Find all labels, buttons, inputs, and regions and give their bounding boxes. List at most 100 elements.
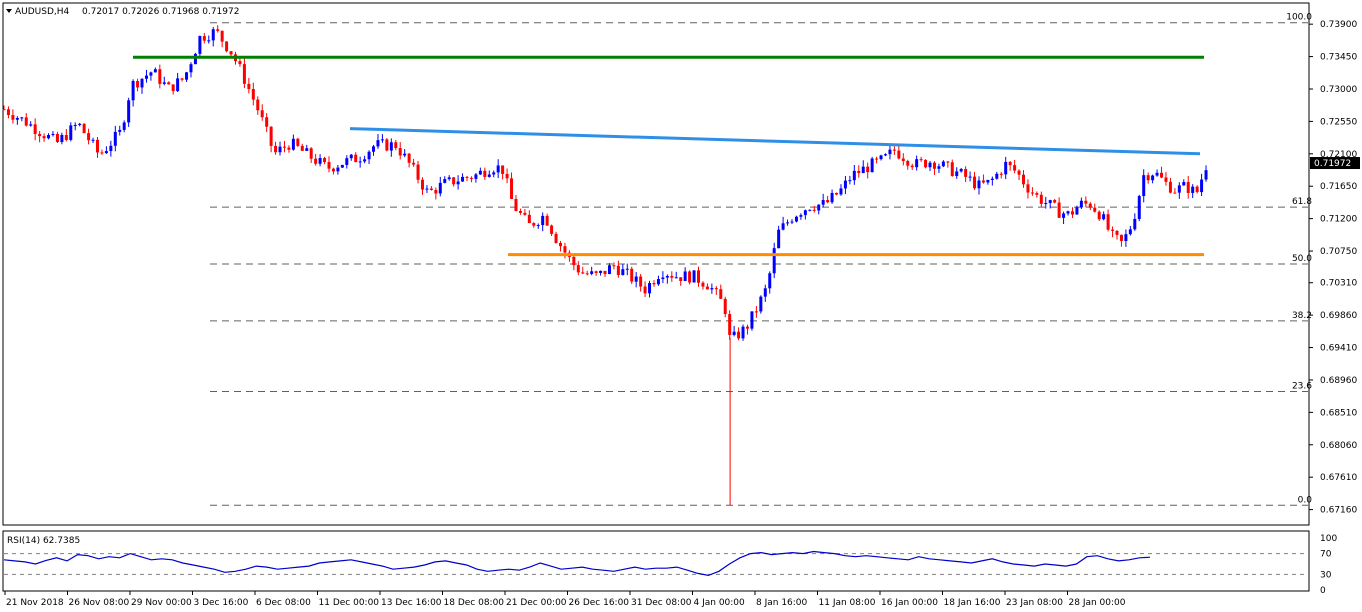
candle-body (674, 277, 678, 279)
candle-body (821, 200, 825, 205)
candle-body (630, 268, 634, 282)
candle-body (639, 276, 643, 287)
candle-body (1115, 230, 1119, 235)
rsi-tick-label: 30 (1320, 570, 1332, 580)
candle-body (892, 149, 896, 151)
candle-body (1191, 186, 1195, 193)
candle-body (643, 286, 647, 294)
candle-body (670, 275, 674, 278)
symbol-dropdown-icon[interactable] (6, 9, 12, 13)
candle-body (1155, 172, 1159, 176)
candle-body (1106, 214, 1110, 230)
candle-body (803, 210, 807, 216)
candle-body (162, 82, 166, 84)
rsi-label: RSI(14) 62.7385 (7, 536, 80, 546)
candle-body (1186, 182, 1190, 193)
y-tick-label: 0.68060 (1320, 441, 1357, 451)
candle-body (220, 30, 224, 42)
candle-body (82, 123, 86, 134)
candle-body (60, 134, 64, 143)
candle-body (754, 311, 758, 313)
candle-body (1044, 203, 1048, 205)
candle-body (1057, 202, 1061, 218)
candle-body (852, 170, 856, 181)
candle-body (901, 158, 905, 162)
x-tick-label: 28 Jan 00:00 (1069, 598, 1126, 608)
rsi-panel-frame (2, 530, 1310, 592)
candle-body (719, 289, 723, 299)
candle-body (781, 223, 785, 230)
candle-body (198, 36, 202, 54)
candlesticks (2, 25, 1208, 506)
candle-body (380, 139, 384, 141)
candle-body (420, 179, 424, 190)
candle-body (986, 179, 990, 183)
candle-body (118, 129, 122, 132)
candle-body (1111, 229, 1115, 231)
fibonacci-levels: 100.0 61.8 50.0 38.2 23.6 0.0 (210, 13, 1312, 506)
candle-body (51, 133, 55, 136)
candle-body (906, 161, 910, 166)
candle-body (1146, 175, 1150, 181)
fib-level-label: 0.0 (1298, 495, 1313, 505)
candle-body (296, 138, 300, 146)
candle-body (857, 170, 861, 174)
candle-body (314, 158, 318, 164)
candle-body (69, 125, 73, 140)
candle-body (265, 117, 269, 127)
candle-body (1168, 181, 1172, 193)
candle-body (372, 146, 376, 152)
candle-body (256, 99, 260, 111)
trend-line-blue-falling-resistance (349, 127, 1201, 156)
candle-body (20, 117, 24, 119)
candle-body (950, 162, 954, 177)
candle-body (171, 84, 175, 92)
candle-body (990, 178, 994, 180)
candle-body (634, 276, 638, 282)
x-tick-label: 11 Dec 00:00 (319, 598, 380, 608)
fib-level-label: 38.2 (1292, 311, 1312, 321)
candle-body (78, 123, 82, 125)
candle-body (875, 158, 879, 160)
y-tick-label: 0.68510 (1320, 408, 1357, 418)
x-tick-label: 21 Nov 2018 (6, 598, 64, 608)
candle-body (1119, 234, 1123, 242)
y-tick-label: 0.67160 (1320, 506, 1357, 516)
candle-body (737, 331, 741, 339)
candle-body (394, 142, 398, 149)
candle-body (621, 269, 625, 276)
candle-body (211, 29, 215, 41)
candle-body (158, 69, 162, 84)
candle-body (964, 168, 968, 177)
y-tick-label: 0.68960 (1320, 376, 1357, 386)
candle-body (946, 161, 950, 163)
y-axis-ticks: 0.73900 0.73450 0.73000 0.72550 0.72100 0.716… (1309, 20, 1357, 516)
candle-body (928, 162, 932, 168)
candle-body (193, 53, 197, 65)
trend-lines (133, 55, 1204, 257)
candle-body (603, 270, 607, 275)
candle-body (340, 164, 344, 168)
candle-body (91, 139, 95, 141)
candle-body (1062, 213, 1066, 218)
candle-body (87, 133, 91, 141)
candle-body (260, 110, 264, 118)
candle-body (1017, 170, 1021, 175)
candle-body (247, 83, 251, 90)
candle-body (1164, 177, 1168, 182)
x-tick-label: 18 Jan 16:00 (944, 598, 1001, 608)
candle-body (697, 270, 701, 283)
candle-body (24, 117, 28, 126)
candle-body (1084, 200, 1088, 204)
x-tick-label: 26 Nov 08:00 (69, 598, 130, 608)
y-tick-label: 0.69410 (1320, 344, 1357, 354)
candle-body (843, 180, 847, 189)
candle-body (144, 75, 148, 79)
candle-body (345, 158, 349, 165)
x-tick-label: 6 Dec 08:00 (256, 598, 311, 608)
candle-body (594, 271, 598, 273)
candle-body (585, 273, 589, 275)
candle-body (269, 126, 273, 146)
candle-body (1151, 175, 1155, 181)
